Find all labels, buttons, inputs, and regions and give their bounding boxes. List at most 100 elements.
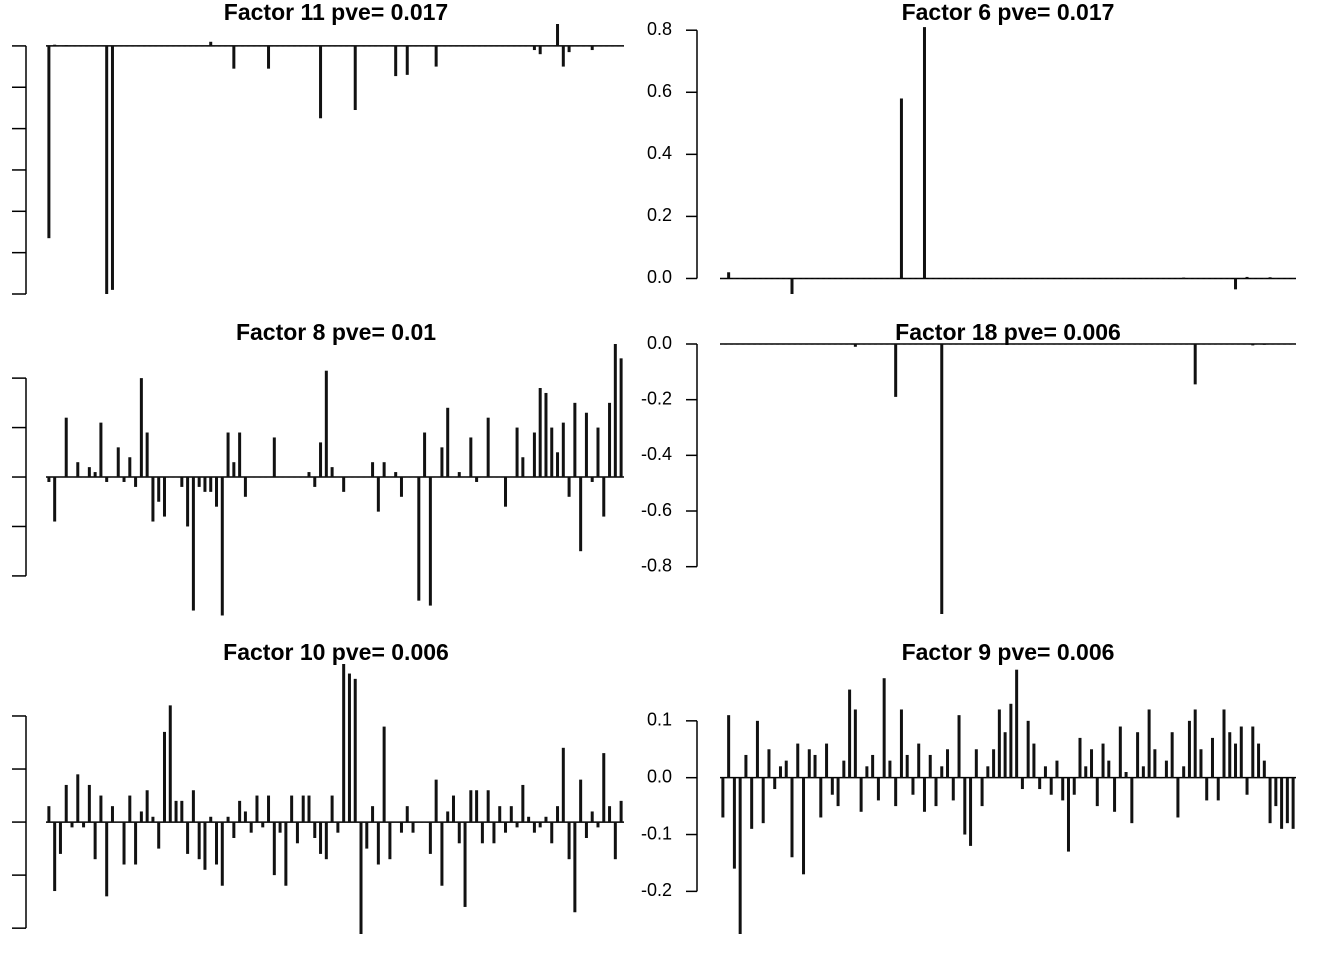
bar — [853, 344, 857, 347]
bar — [963, 777, 967, 835]
bar — [750, 278, 754, 279]
bar — [116, 447, 120, 478]
bar — [313, 822, 317, 838]
chart-title: Factor 8 pve= 0.01 — [236, 319, 436, 345]
bar — [243, 811, 247, 823]
bar — [876, 278, 880, 279]
bar — [1107, 760, 1111, 778]
y-tick-label: 0.0 — [647, 333, 672, 353]
bar — [761, 777, 765, 824]
bar — [1026, 278, 1030, 279]
bar — [888, 278, 892, 279]
bar — [492, 822, 496, 844]
bar — [324, 45, 328, 47]
bar — [428, 822, 432, 854]
bar — [750, 777, 754, 829]
bar — [295, 822, 299, 844]
bar — [727, 344, 731, 345]
bar — [376, 822, 380, 865]
bar — [905, 278, 909, 279]
bar — [504, 822, 508, 833]
bar — [842, 760, 846, 778]
bar — [272, 45, 276, 47]
bar — [82, 45, 86, 47]
bar — [76, 774, 80, 823]
bar — [87, 784, 91, 823]
bar — [70, 822, 74, 828]
bar — [463, 45, 467, 47]
bar — [1164, 278, 1168, 279]
bar — [382, 726, 386, 823]
bar — [122, 477, 126, 482]
bar — [70, 45, 74, 47]
bar — [365, 45, 369, 47]
bar — [721, 777, 725, 818]
bar — [538, 822, 542, 828]
bar — [836, 344, 840, 345]
bar — [457, 822, 461, 844]
bar — [848, 278, 852, 279]
bar — [388, 822, 392, 860]
bar — [1234, 344, 1238, 345]
bar — [290, 477, 294, 478]
bar — [761, 278, 765, 279]
bar — [434, 45, 438, 67]
bar — [556, 24, 560, 46]
bar — [174, 800, 178, 823]
bar — [1245, 344, 1249, 345]
bar — [969, 278, 973, 279]
bar — [1078, 737, 1082, 778]
bar — [480, 477, 484, 478]
bar — [842, 344, 846, 345]
bar — [1205, 278, 1209, 279]
bar — [1234, 278, 1238, 290]
bar — [911, 278, 915, 279]
bar — [295, 477, 299, 478]
bar — [532, 432, 536, 478]
bar — [1090, 344, 1094, 345]
bar — [521, 784, 525, 823]
bar — [1015, 278, 1019, 279]
bar — [1187, 720, 1191, 778]
bar — [324, 370, 328, 478]
bar — [1291, 344, 1295, 345]
chart-title: Factor 6 pve= 0.017 — [902, 0, 1115, 25]
bar — [790, 278, 794, 294]
bar — [99, 795, 103, 823]
bar — [197, 477, 201, 487]
bar — [750, 344, 754, 345]
bar — [1210, 737, 1214, 778]
bar — [882, 344, 886, 345]
bar — [963, 278, 967, 279]
bar — [1159, 344, 1163, 345]
bar — [1291, 777, 1295, 829]
bar — [1193, 709, 1197, 778]
bar — [917, 278, 921, 279]
bar — [957, 344, 961, 345]
bar — [249, 822, 253, 833]
bar — [446, 811, 450, 823]
bar — [417, 477, 421, 601]
bar — [347, 45, 351, 47]
bar — [87, 45, 91, 47]
bar — [53, 822, 57, 892]
bar — [1124, 344, 1128, 345]
bar — [1026, 344, 1030, 345]
bar — [813, 754, 817, 778]
bar — [871, 278, 875, 279]
bar — [486, 417, 490, 478]
bar — [1262, 278, 1266, 279]
bar — [1095, 344, 1099, 345]
bar — [174, 477, 178, 478]
bar — [469, 45, 473, 47]
bar — [76, 45, 80, 47]
bar — [267, 477, 271, 478]
bar — [284, 45, 288, 47]
bar — [1009, 344, 1013, 345]
bar — [1066, 777, 1070, 852]
bar — [1032, 278, 1036, 279]
bar — [1055, 760, 1059, 778]
bar — [561, 45, 565, 67]
bar — [830, 777, 834, 795]
bar — [940, 344, 944, 614]
